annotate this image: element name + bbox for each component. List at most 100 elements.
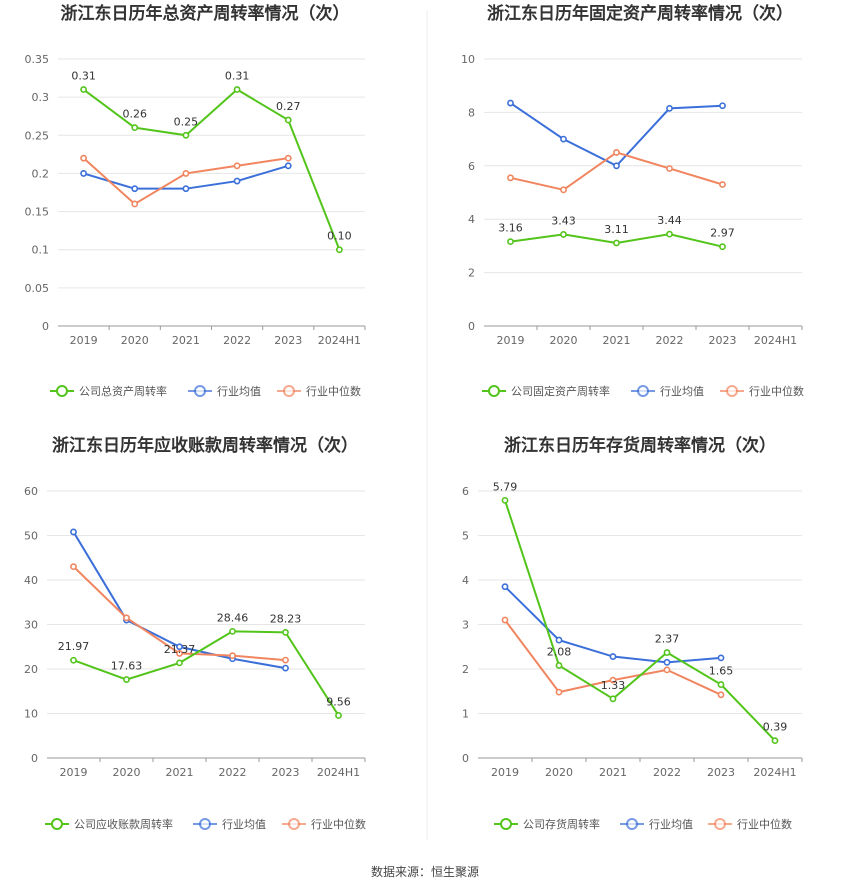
data-point-industry_median — [131, 200, 139, 208]
data-point-industry_median — [284, 154, 292, 162]
x-tick-label: 2024H1 — [754, 334, 797, 347]
data-point-company — [609, 695, 617, 703]
legend-label: 行业中位数 — [749, 384, 804, 398]
data-label: 0.31 — [71, 70, 96, 83]
data-label: 0.10 — [327, 230, 352, 243]
chart-title: 浙江东日历年总资产周转率情况（次） — [61, 3, 350, 24]
data-label: 0.31 — [225, 70, 250, 83]
series-line-company — [82, 88, 341, 251]
data-label: 21.37 — [164, 643, 196, 656]
x-tick-label: 2022 — [656, 334, 684, 347]
data-point-industry_median — [560, 186, 567, 194]
data-label: 1.65 — [709, 665, 734, 678]
data-point-industry_median — [282, 656, 289, 664]
legend-item-industry_median: 行业中位数 — [282, 817, 366, 831]
data-point-industry_avg — [233, 177, 241, 185]
y-tick-label: 6 — [468, 160, 475, 173]
data-point-company — [123, 676, 130, 683]
data-label: 3.44 — [657, 214, 682, 227]
y-tick-label: 0.15 — [25, 206, 50, 219]
data-point-industry_avg — [666, 104, 673, 112]
data-point-industry_median — [80, 154, 87, 162]
chart-panel-3: 浙江东日历年应收账款周转率情况（次） 0 10 20 30 40 50 60 2019 2020 2… — [24, 435, 366, 831]
data-point-industry_avg — [70, 528, 77, 536]
series-line-company — [504, 500, 776, 742]
legend-label: 公司总资产周转率 — [79, 384, 167, 398]
legend-swatch-marker — [500, 818, 512, 830]
data-label: 0.25 — [174, 115, 199, 128]
data-point-industry_avg — [131, 185, 139, 193]
legend-item-company: 公司总资产周转率 — [50, 384, 167, 398]
legend-label: 行业中位数 — [306, 384, 361, 398]
data-point-industry_avg — [80, 170, 87, 177]
x-tick-label: 2021 — [599, 766, 627, 779]
legend-item-company: 公司存货周转率 — [494, 817, 600, 831]
y-tick-label: 0 — [31, 752, 38, 765]
chart-panel-1: 浙江东日历年总资产周转率情况（次） 0 0.05 0.1 0.15 0.2 0.25 0.3 0… — [25, 3, 366, 398]
legend-item-industry_avg: 行业均值 — [188, 385, 261, 398]
legend-item-industry_median: 行业中位数 — [708, 817, 792, 831]
data-point-industry_avg — [719, 102, 726, 110]
x-tick-label: 2020 — [121, 334, 149, 347]
legend-swatch-marker — [288, 818, 300, 830]
data-label: 2.08 — [547, 645, 572, 658]
data-point-industry_avg — [176, 643, 183, 651]
data-point-industry_avg — [507, 99, 514, 107]
data-point-company — [176, 659, 183, 667]
y-tick-label: 6 — [462, 485, 469, 498]
data-point-company — [771, 737, 779, 745]
y-tick-label: 40 — [24, 574, 38, 587]
data-point-company — [507, 238, 514, 246]
legend-label: 公司固定资产周转率 — [511, 384, 610, 398]
legend-swatch-marker — [199, 818, 211, 830]
y-tick-label: 0.3 — [32, 91, 50, 104]
data-label: 28.23 — [270, 612, 302, 625]
y-tick-label: 5 — [462, 530, 469, 543]
x-tick-label: 2023 — [709, 334, 737, 347]
legend-swatch-marker — [726, 385, 738, 397]
data-label: 9.56 — [326, 695, 351, 708]
legend-swatch-marker — [56, 385, 68, 397]
legend-swatch-marker — [488, 385, 500, 397]
y-tick-label: 8 — [468, 106, 475, 119]
data-point-company — [80, 86, 87, 93]
y-tick-label: 0.05 — [25, 282, 50, 295]
y-tick-label: 0 — [42, 320, 49, 333]
data-point-industry_avg — [555, 636, 563, 644]
data-label: 0.26 — [123, 108, 148, 121]
legend-item-company: 公司固定资产周转率 — [482, 384, 610, 398]
data-label: 3.43 — [551, 214, 576, 227]
chart-title: 浙江东日历年应收账款周转率情况（次） — [52, 435, 358, 456]
x-tick-label: 2022 — [219, 766, 247, 779]
legend-item-industry_avg: 行业均值 — [193, 818, 266, 831]
y-tick-label: 2 — [468, 267, 475, 280]
data-label: 0.27 — [276, 100, 301, 113]
data-point-company — [555, 662, 563, 669]
x-tick-label: 2023 — [707, 766, 735, 779]
legend-label: 行业均值 — [217, 385, 261, 398]
data-point-industry_median — [666, 165, 673, 172]
legend-swatch-marker — [714, 818, 726, 830]
y-tick-label: 0.2 — [32, 167, 50, 180]
x-tick-label: 2023 — [274, 334, 302, 347]
y-tick-label: 3 — [462, 619, 469, 632]
data-label: 21.97 — [58, 640, 90, 653]
y-tick-label: 10 — [24, 708, 38, 721]
y-tick-label: 0.1 — [32, 244, 50, 257]
data-point-company — [282, 628, 289, 636]
x-tick-label: 2019 — [70, 334, 98, 347]
y-tick-label: 0.25 — [25, 129, 50, 142]
data-point-company — [663, 649, 671, 656]
chart-panel-2: 浙江东日历年固定资产周转率情况（次） 0 2 4 6 8 10 2019 2020 2021 202… — [461, 3, 804, 398]
series-line-industry_median — [510, 151, 723, 191]
data-label: 3.11 — [604, 223, 629, 236]
data-point-industry_avg — [613, 162, 620, 170]
data-point-industry_avg — [717, 654, 725, 662]
data-point-company — [284, 116, 292, 124]
data-point-industry_median — [555, 688, 563, 696]
legend-label: 公司存货周转率 — [523, 817, 600, 831]
data-point-company — [233, 86, 241, 93]
data-point-company — [131, 124, 139, 132]
data-label: 17.63 — [111, 660, 143, 673]
